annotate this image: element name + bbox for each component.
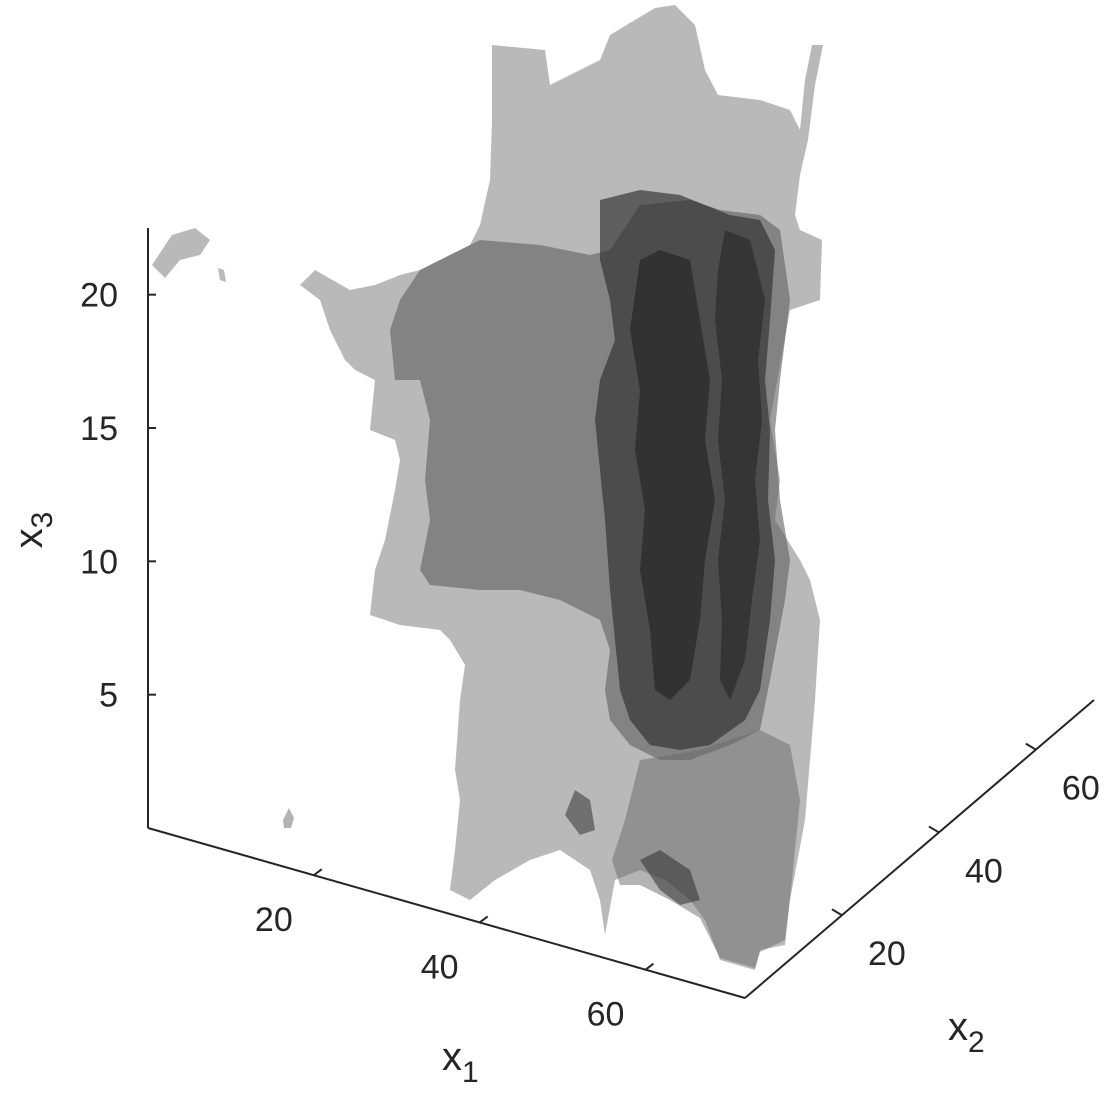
x-axis-ticks: 20 40 60 — [255, 868, 655, 1034]
x-axis-tick-label: 20 — [255, 901, 293, 939]
y-axis-tick-mark — [831, 908, 843, 917]
z-axis-tick-label: 10 — [80, 543, 118, 581]
x-axis-tick-mark — [644, 962, 655, 971]
z-axis-tick-label: 5 — [99, 677, 118, 715]
isosurface-fragment-top-left — [152, 228, 210, 278]
y-axis-tick-label: 40 — [965, 852, 1003, 890]
isosurface-group — [152, 5, 823, 970]
isosurface-fragment-right-bottom — [640, 850, 700, 905]
x-axis-label: x1 — [442, 1035, 479, 1089]
x-axis-tick-label: 60 — [587, 996, 625, 1034]
y-axis-tick-mark — [928, 825, 940, 834]
y-axis-label: x2 — [948, 1005, 985, 1059]
isosurface-fragment-mid-bottom — [565, 790, 595, 835]
axes-group: 5 10 15 20 20 40 60 20 40 60 x3 x1 x2 — [7, 228, 1100, 1089]
z-axis-tick-label: 15 — [80, 410, 118, 448]
isosurface-streak-2 — [715, 230, 765, 700]
y-axis-tick-label: 20 — [868, 935, 906, 973]
z-axis-ticks: 5 10 15 20 — [80, 277, 156, 715]
isosurface-fragment-bottom-left — [283, 808, 294, 828]
isosurface-slab-lower — [612, 730, 800, 968]
isosurface-streak-1 — [630, 250, 715, 700]
x-axis-tick-mark — [479, 915, 489, 924]
isosurface-fragment-small-left — [218, 268, 226, 282]
x-axis-tick-label: 40 — [421, 948, 459, 986]
y-axis-tick-mark — [1025, 742, 1037, 751]
y-axis-ticks: 20 40 60 — [831, 742, 1100, 973]
z-axis-tick-label: 20 — [80, 277, 118, 315]
y-axis-tick-label: 60 — [1062, 770, 1100, 808]
x-axis-tick-mark — [313, 868, 323, 877]
z-axis-label: x3 — [7, 512, 59, 549]
